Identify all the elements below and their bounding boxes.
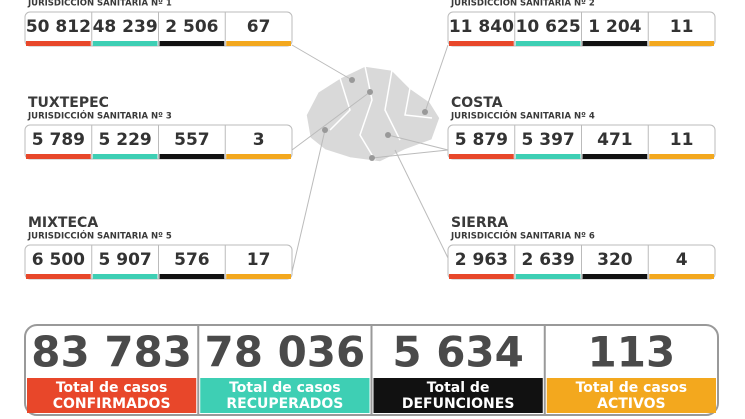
region-name: SIERRA [451,215,508,231]
region-name: COSTA [451,95,503,111]
cell-value: 5 397 [522,130,575,150]
cell-bar [159,274,225,279]
cell-value: 48 239 [93,17,158,37]
cell-value: 576 [174,250,210,270]
cell-value: 17 [247,250,271,270]
region-card: JURISDICCIÓN SANITARIA Nº 2 11 840 10 625 1… [447,0,716,47]
cell-bar [226,41,291,46]
cell-value: 2 506 [165,17,218,37]
cell-value: 2 639 [522,250,575,270]
cell-bar [449,41,514,46]
cell-bar [26,154,91,159]
cell-bar [649,154,714,159]
total-label-bg [27,378,197,413]
total-label-top: Total de casos [56,380,168,396]
cell-value: 5 229 [99,130,152,150]
cell-bar [92,41,158,46]
cell-value: 67 [247,17,271,37]
cell-value: 11 [670,17,694,37]
cell-bar [449,154,514,159]
cell-bar [26,41,91,46]
region-subtitle: JURISDICCIÓN SANITARIA Nº 1 [27,0,172,9]
cell-value: 4 [676,250,688,270]
cell-value: 50 812 [26,17,91,37]
total-label-top: Total de casos [576,380,688,396]
cell-value: 557 [174,130,210,150]
cell-value: 10 625 [516,17,581,37]
cell-value: 11 840 [449,17,514,37]
total-label-bg [373,378,543,413]
cell-value: 471 [597,130,633,150]
total-label-bottom: DEFUNCIONES [402,396,515,412]
cell-bar [515,274,581,279]
cell-value: 3 [253,130,265,150]
total-label-bottom: ACTIVOS [597,396,665,412]
cell-bar [226,154,291,159]
cell-bar [92,274,158,279]
region-name: TUXTEPEC [28,95,109,111]
cell-value: 1 204 [588,17,641,37]
total-label-bg [200,378,370,413]
region-subtitle: JURISDICCIÓN SANITARIA Nº 4 [450,110,595,122]
cell-bar [515,41,581,46]
total-label-bg [546,378,716,413]
total-value: 78 036 [205,328,366,377]
cell-bar [92,154,158,159]
cell-bar [159,154,225,159]
region-name: MIXTECA [28,215,98,231]
region-subtitle: JURISDICCIÓN SANITARIA Nº 2 [450,0,595,9]
total-value: 113 [588,328,676,377]
total-value: 83 783 [31,328,192,377]
cell-bar [582,274,648,279]
map-dots [322,77,428,161]
region-borders [329,65,433,161]
cell-bar [159,41,225,46]
cell-value: 6 500 [32,250,85,270]
cell-value: 320 [597,250,633,270]
leader-lines [291,44,449,273]
cell-bar [515,154,581,159]
cell-value: 5 879 [455,130,508,150]
state-shape [305,65,441,163]
total-label-bottom: CONFIRMADOS [53,396,171,412]
cell-value: 5 789 [32,130,85,150]
region-subtitle: JURISDICCIÓN SANITARIA Nº 6 [450,230,595,242]
cell-bar [582,41,648,46]
cell-bar [649,41,714,46]
cell-value: 2 963 [455,250,508,270]
total-label-bottom: RECUPERADOS [226,396,343,412]
map [291,44,449,273]
cell-value: 11 [670,130,694,150]
cell-bar [582,154,648,159]
cell-value: 5 907 [99,250,152,270]
region-subtitle: JURISDICCIÓN SANITARIA Nº 5 [27,230,172,242]
total-label-top: Total de casos [229,380,341,396]
total-label-top: Total de [427,380,490,396]
cell-bar [226,274,291,279]
region-card: JURISDICCIÓN SANITARIA Nº 1 50 812 48 239 2… [24,0,293,47]
cell-bar [649,274,714,279]
cell-bar [26,274,91,279]
region-subtitle: JURISDICCIÓN SANITARIA Nº 3 [27,110,172,122]
total-value: 5 634 [392,328,524,377]
cell-bar [449,274,514,279]
